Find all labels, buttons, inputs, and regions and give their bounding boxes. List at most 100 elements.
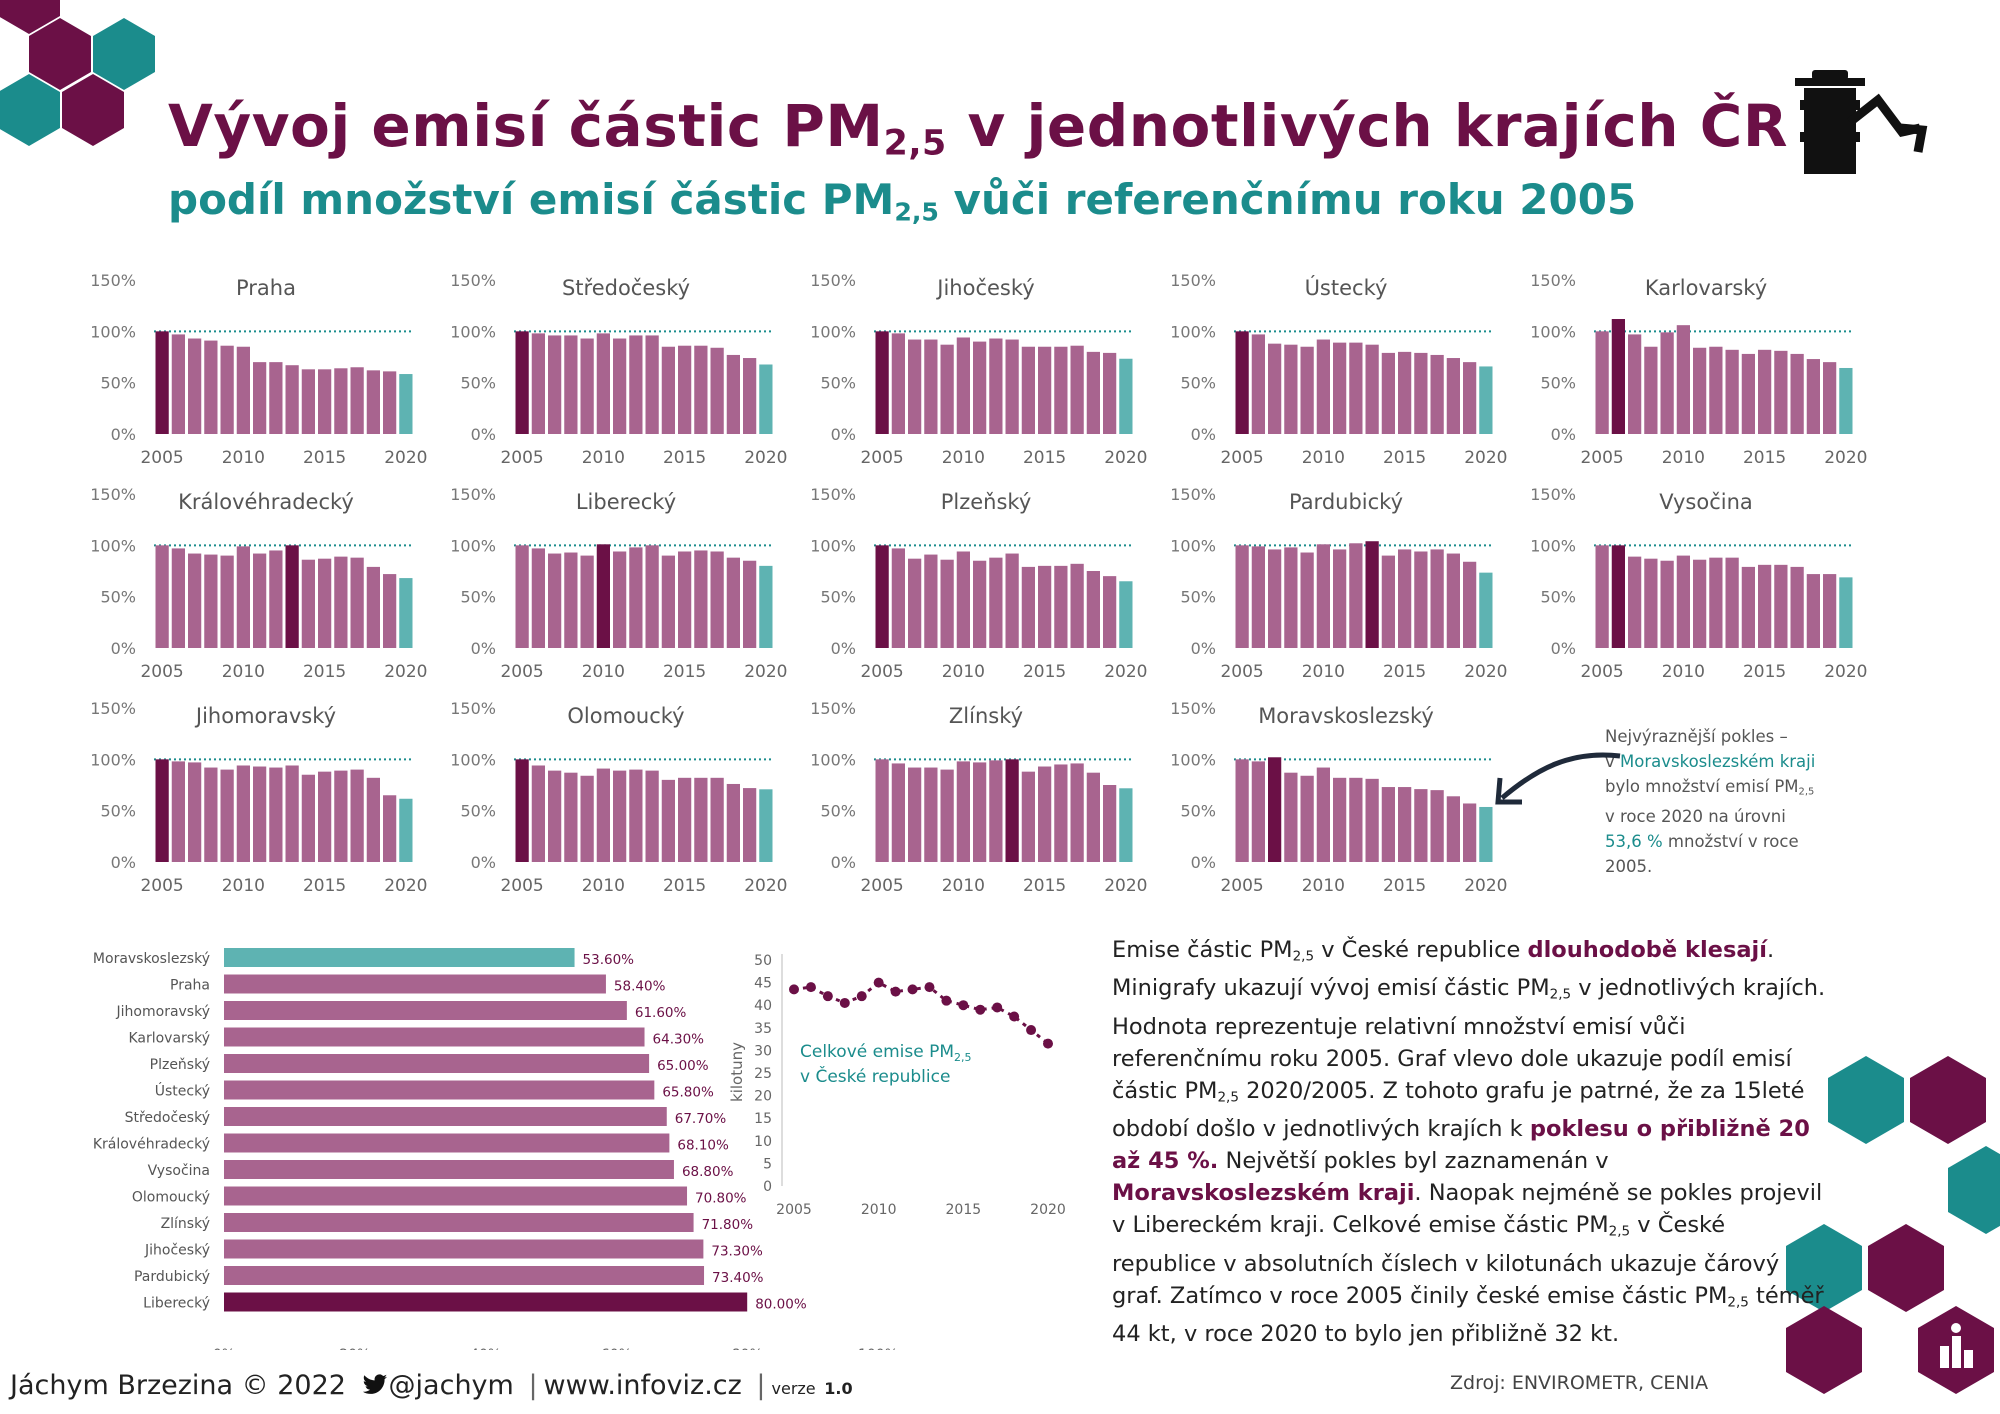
hbar-bar (224, 1054, 650, 1073)
mini-bar-2011 (613, 551, 627, 648)
mini-x-tick: 2020 (744, 876, 787, 896)
hbar-bar (224, 1107, 667, 1126)
line-point-2010 (873, 977, 884, 988)
mini-bar-2007 (1628, 556, 1642, 648)
hbar-value-label: 70.80% (695, 1191, 747, 1207)
mini-bar-2010 (596, 768, 610, 862)
mini-bar-2019 (383, 795, 397, 862)
mini-chart-title: Středočeský (562, 276, 690, 300)
mini-bar-2014 (1741, 353, 1755, 434)
mini-bar-2010 (1316, 339, 1330, 434)
mini-x-tick: 2020 (1104, 876, 1147, 896)
mini-x-tick: 2015 (1383, 448, 1426, 468)
mini-bar-2017 (1070, 763, 1084, 862)
mini-x-tick: 2010 (942, 876, 985, 896)
line-y-tick: 20 (754, 1089, 772, 1105)
mini-bar-2017 (710, 551, 724, 648)
hbar-bar (224, 1133, 670, 1153)
hbar-bar (224, 1292, 748, 1312)
line-y-tick: 50 (754, 953, 772, 969)
hbar-category-label: Plzeňský (150, 1057, 210, 1073)
mini-bar-2009 (940, 344, 954, 434)
hbar-category-label: Moravskoslezský (93, 951, 210, 967)
page-subtitle: podíl množství emisí částic PM2,5 vůči r… (168, 175, 1637, 227)
mini-chart-title: Jihočeský (935, 276, 1034, 300)
mini-bar-2016 (1414, 789, 1428, 862)
mini-bar-2012 (629, 335, 643, 434)
mini-x-tick: 2005 (140, 448, 183, 468)
mini-y-tick: 150% (450, 699, 496, 718)
mini-bar-2012 (989, 760, 1003, 862)
mini-bar-2017 (1790, 353, 1804, 434)
mini-bar-2018 (1806, 574, 1820, 648)
mini-bar-2015 (678, 777, 692, 862)
mini-bar-2013 (285, 765, 299, 862)
line-y-tick: 35 (754, 1021, 772, 1037)
line-point-2016 (975, 1004, 986, 1015)
mini-bar-2014 (661, 555, 675, 648)
hbar-value-label: 61.60% (635, 1005, 687, 1021)
mini-bar-2015 (1398, 351, 1412, 434)
mini-bar-2006 (891, 763, 905, 862)
line-x-tick: 2010 (861, 1202, 897, 1218)
mini-chart-title: Karlovarský (1645, 276, 1767, 300)
mini-bar-2020 (759, 364, 773, 434)
mini-chart-title: Olomoucký (567, 704, 684, 728)
mini-chart-title: Moravskoslezský (1258, 704, 1434, 728)
mini-bar-2019 (1463, 561, 1477, 648)
line-series (793, 980, 1049, 1045)
twitter-icon[interactable] (361, 1374, 389, 1396)
mini-bar-2007 (548, 553, 562, 648)
hbar-bar (224, 1266, 705, 1285)
mini-bar-2016 (1774, 564, 1788, 648)
mini-bar-2005 (515, 759, 529, 862)
mini-bar-2011 (1693, 559, 1707, 648)
mini-bar-2017 (710, 777, 724, 862)
mini-x-tick: 2010 (942, 662, 985, 682)
line-y-axis-label: kilotuny (728, 1042, 746, 1102)
mini-bar-2013 (1365, 541, 1379, 648)
line-x-tick: 2015 (946, 1202, 982, 1218)
mini-y-tick: 150% (90, 485, 136, 504)
mini-bar-2019 (743, 358, 757, 434)
mini-bar-2020 (399, 798, 413, 862)
hexagon-decoration-bottom-right (1786, 1056, 2000, 1394)
mini-bar-2015 (1398, 549, 1412, 648)
mini-bar-2019 (1103, 785, 1117, 862)
website-link[interactable]: www.infoviz.cz (543, 1370, 742, 1401)
mini-bar-2008 (1284, 344, 1298, 434)
mini-bar-2007 (908, 339, 922, 434)
mini-x-tick: 2020 (1464, 448, 1507, 468)
line-y-tick: 45 (754, 976, 772, 992)
mini-y-tick: 100% (810, 322, 856, 341)
mini-y-tick: 150% (810, 699, 856, 718)
mini-bar-2012 (269, 550, 283, 648)
footer: Jáchym Brzezina © 2022 @jachym | www.info… (10, 1370, 853, 1401)
mini-chart-title: Plzeňský (941, 490, 1032, 514)
mini-bar-2005 (1235, 545, 1249, 648)
mini-bar-2020 (1119, 581, 1133, 648)
hbar-bar (224, 1080, 655, 1100)
mini-bar-2020 (759, 565, 773, 648)
mini-bar-2006 (1251, 334, 1265, 434)
twitter-handle[interactable]: @jachym (388, 1370, 514, 1401)
mini-x-tick: 2020 (384, 662, 427, 682)
mini-y-tick: 100% (810, 536, 856, 555)
mini-bar-2011 (253, 553, 267, 648)
mini-y-tick: 50% (460, 802, 496, 821)
hbar-category-label: Zlínský (161, 1216, 210, 1232)
mini-x-tick: 2015 (1023, 662, 1066, 682)
mini-y-tick: 50% (100, 802, 136, 821)
mini-y-tick: 100% (90, 536, 136, 555)
mini-bar-2019 (1103, 576, 1117, 648)
mini-x-tick: 2010 (1302, 662, 1345, 682)
mini-bar-2018 (366, 370, 380, 434)
mini-bar-2017 (1070, 563, 1084, 648)
hbar-value-label: 64.30% (653, 1032, 705, 1048)
mini-bar-2018 (1086, 571, 1100, 648)
hbar-category-label: Vysočina (148, 1163, 210, 1179)
mini-x-tick: 2005 (500, 448, 543, 468)
line-point-2019 (1026, 1025, 1037, 1036)
mini-y-tick: 0% (111, 639, 136, 658)
mini-bar-2008 (1284, 547, 1298, 648)
